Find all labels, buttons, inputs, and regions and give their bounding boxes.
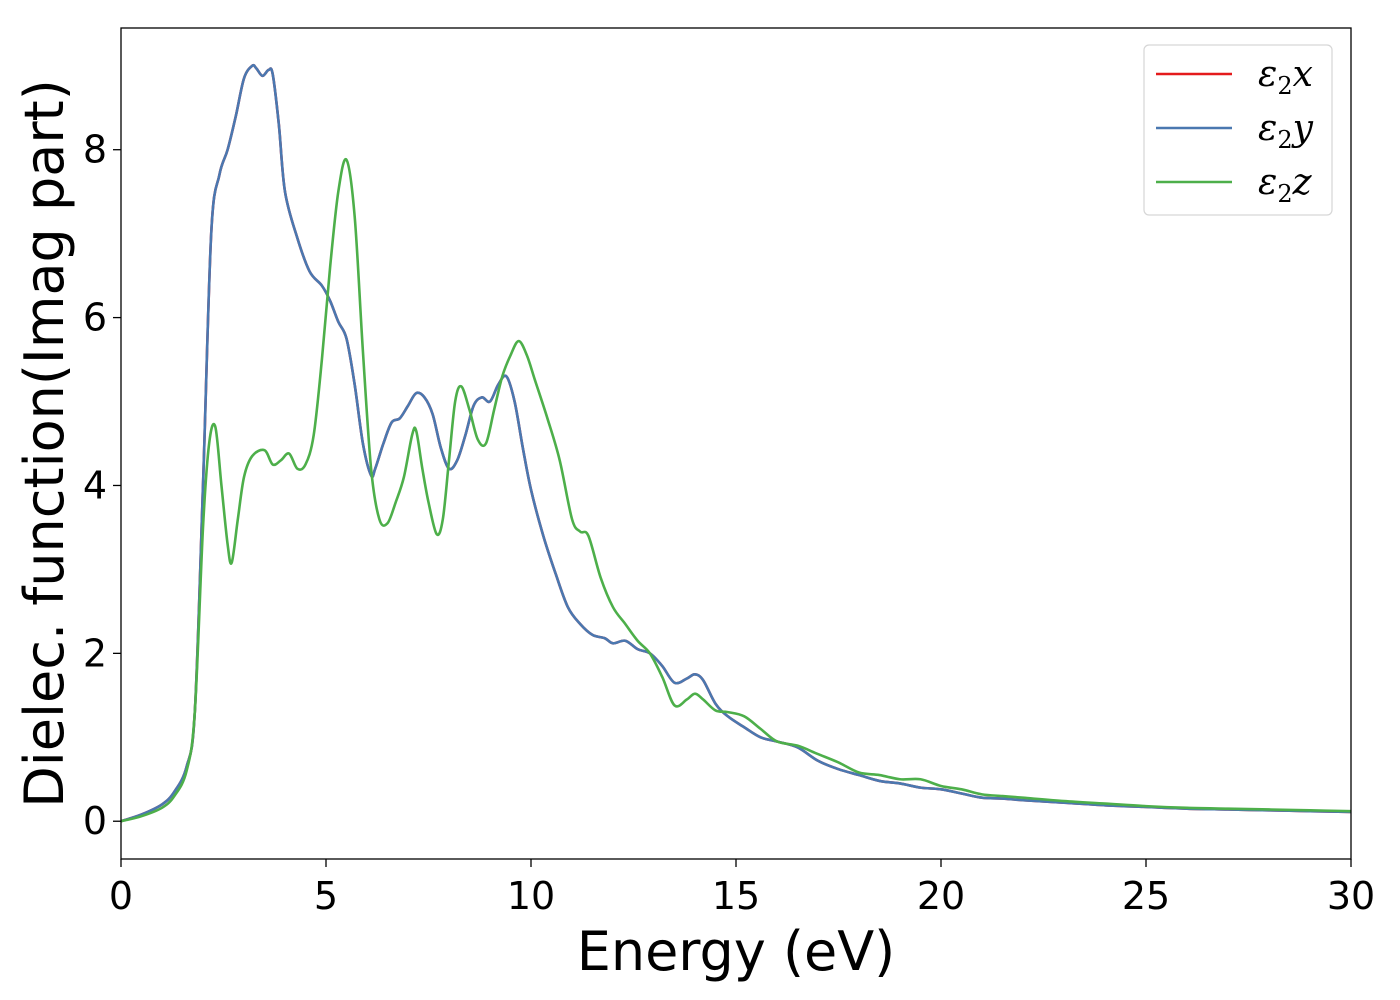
axis-ticks: 0 5 10 15 20 25 30 0 2 4 6 8 (83, 128, 1375, 918)
legend: ε2x ε2y ε2z (1143, 44, 1333, 216)
y-tick-label: 8 (83, 128, 107, 172)
x-tick-label: 25 (1122, 874, 1170, 918)
y-tick-label: 2 (83, 631, 107, 675)
x-axis-title: Energy (eV) (577, 920, 896, 983)
legend-label-z: ε2z (1258, 162, 1313, 208)
x-tick-label: 30 (1327, 874, 1375, 918)
x-tick-label: 5 (314, 874, 338, 918)
legend-label-x: ε2x (1258, 54, 1313, 100)
plot-lines (120, 63, 1352, 823)
y-tick-label: 4 (83, 463, 107, 507)
series-line-y (120, 63, 1352, 823)
legend-label-y: ε2y (1258, 108, 1314, 154)
x-tick-label: 20 (917, 874, 965, 918)
x-tick-label: 15 (712, 874, 760, 918)
x-tick-label: 0 (109, 874, 133, 918)
x-tick-label: 10 (507, 874, 555, 918)
series-line-z (120, 157, 1352, 823)
y-axis-title: Dielec. function(Imag part) (13, 79, 76, 808)
y-tick-label: 6 (83, 296, 107, 340)
legend-box (1143, 44, 1333, 216)
y-tick-label: 0 (83, 799, 107, 843)
